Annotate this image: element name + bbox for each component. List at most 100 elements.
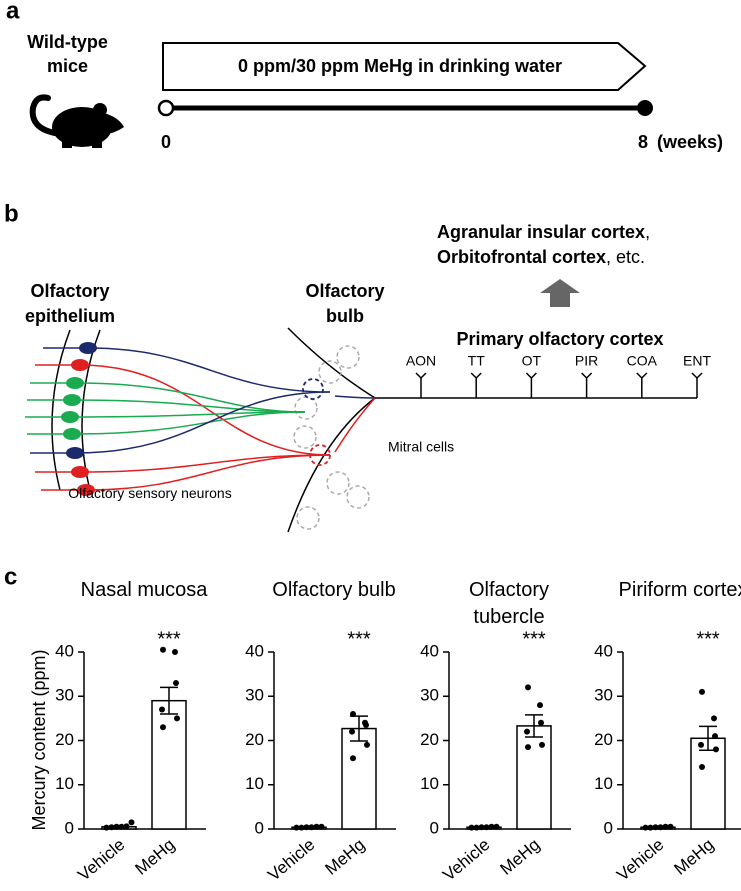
region-fork	[415, 372, 427, 380]
x-tick-label: Vehicle	[613, 835, 667, 885]
data-point	[108, 824, 115, 831]
time-end: 8	[638, 132, 648, 152]
target-sep: ,	[645, 222, 650, 242]
data-point	[662, 823, 669, 830]
data-point	[118, 823, 125, 830]
timeline-start	[157, 99, 175, 117]
data-point	[524, 728, 530, 735]
regions: AON TT OT PIR COA ENT	[406, 353, 711, 398]
data-point	[652, 824, 659, 831]
treatment-arrow	[162, 42, 647, 91]
axon	[79, 454, 331, 473]
data-point	[350, 710, 356, 717]
annotation: ***	[157, 628, 181, 650]
x-tick-label: Vehicle	[439, 835, 493, 885]
neuron	[63, 428, 81, 440]
chart-title: Olfactory tubercle	[468, 579, 550, 628]
data-point	[537, 702, 543, 709]
data-point	[478, 824, 485, 831]
neuron	[63, 394, 81, 406]
data-point	[493, 823, 500, 830]
y-tick-label: 20	[245, 730, 264, 749]
x-tick-label: MeHg	[131, 835, 178, 879]
x-tick-label: MeHg	[670, 835, 717, 879]
data-point	[349, 728, 355, 735]
y-tick-label: 10	[594, 774, 613, 793]
time-start: 0	[161, 132, 171, 152]
panel-label: a	[6, 0, 20, 24]
data-point	[128, 819, 135, 826]
x-tick-label: MeHg	[496, 835, 543, 879]
y-axis-label: Mercury content (ppm)	[29, 649, 49, 830]
neuron	[77, 484, 95, 496]
data-point	[318, 823, 325, 830]
data-point	[488, 823, 495, 830]
y-tick-label: 20	[55, 730, 74, 749]
data-point	[473, 824, 480, 831]
subject: Wild-type mice	[27, 32, 108, 76]
data-point	[525, 744, 531, 751]
axon	[87, 347, 331, 393]
neurons-box: Olfactory sensory neurons	[68, 485, 232, 501]
region-fork	[581, 372, 593, 380]
neurons	[25, 342, 376, 496]
panel-label: c	[4, 563, 17, 590]
data-point	[698, 741, 704, 748]
mitral-label: Mitral cells	[388, 439, 454, 455]
mitral-axon	[334, 397, 376, 453]
data-point	[293, 824, 300, 831]
up-arrow	[540, 279, 580, 307]
data-point	[538, 719, 544, 726]
axon	[79, 364, 331, 456]
axon	[71, 399, 306, 413]
data-point	[711, 715, 717, 722]
data-point	[350, 755, 356, 762]
data-point	[173, 679, 179, 686]
targets-1: Agranular insular cortex,	[437, 222, 650, 242]
data-point	[174, 715, 180, 722]
data-point	[364, 741, 370, 748]
target: Orbitofrontal cortex	[437, 247, 606, 267]
data-point	[308, 824, 315, 831]
chart-title: Nasal mucosa	[80, 579, 208, 601]
data-point	[298, 824, 305, 831]
neurons-label: Olfactory sensory neurons	[68, 485, 232, 501]
data-point	[363, 722, 369, 729]
region-label: PIR	[575, 353, 598, 369]
mouse-icon	[29, 94, 124, 148]
y-tick-label: 0	[255, 818, 264, 837]
data-point	[667, 823, 674, 830]
epithelium-label: Olfactory epithelium	[24, 281, 115, 326]
region-label: AON	[406, 353, 436, 369]
data-point	[642, 824, 649, 831]
y-tick-label: 0	[604, 818, 613, 837]
region-label: COA	[627, 353, 658, 369]
data-point	[160, 646, 166, 653]
axon	[85, 454, 331, 491]
y-tick-label: 10	[55, 774, 74, 793]
glomerulus	[302, 378, 324, 400]
data-point	[160, 724, 166, 731]
subject-box: Wild-type mice	[27, 32, 108, 76]
y-tick-label: 30	[245, 686, 264, 705]
neuron	[79, 342, 97, 354]
neuron	[66, 447, 84, 459]
data-point	[525, 684, 531, 691]
y-tick-label: 40	[245, 641, 264, 660]
y-tick-label: 0	[65, 818, 74, 837]
primary-cortex: Primary olfactory cortex	[456, 329, 663, 349]
x-tick-label: MeHg	[321, 835, 368, 879]
region-label: OT	[522, 353, 542, 369]
data-point	[313, 823, 320, 830]
bulb-box: Olfactory bulb	[305, 281, 384, 326]
region-label: TT	[468, 353, 486, 369]
treatment: 0 ppm/30 ppm MeHg in drinking water	[238, 56, 562, 76]
region-fork	[470, 372, 482, 380]
epithelium-layer	[51, 329, 101, 491]
neuron	[61, 411, 79, 423]
data-point	[712, 733, 718, 740]
data-point	[123, 823, 130, 830]
data-point	[303, 824, 310, 831]
